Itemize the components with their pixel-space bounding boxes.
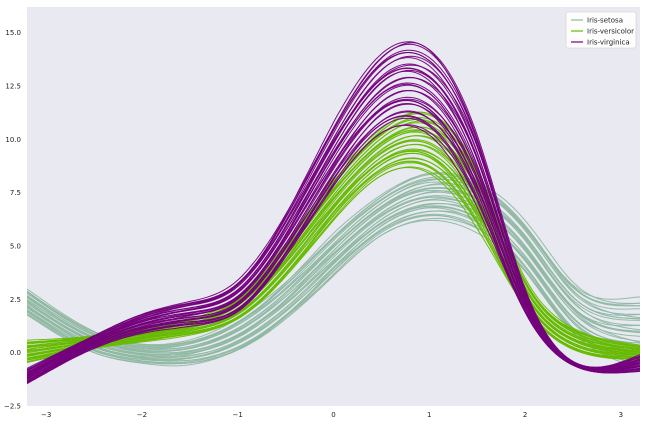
ticks-layer: −3 −2 −1 0 1 2 3 −2.5 0.0 2.5 5.0 7.5 10.0 12.5 15.0 [4,29,623,419]
series-iris-virginica [27,41,640,385]
legend-label: Iris-versicolor [587,28,634,36]
y-tick-label: 10.0 [5,136,21,144]
curve-line [27,42,640,371]
x-tick-label: 2 [523,411,527,419]
y-tick-label: 2.5 [10,296,21,304]
x-tick-label: −3 [41,411,51,419]
curve-line [27,190,640,353]
x-tick-label: 0 [331,411,335,419]
y-tick-label: 12.5 [5,82,21,90]
curve-line [27,198,640,356]
y-tick-label: 0.0 [10,349,21,357]
series-iris-setosa [27,172,640,368]
x-tick-label: 3 [619,411,623,419]
legend-label: Iris-setosa [587,17,623,25]
legend-label: Iris-virginica [587,39,630,47]
y-tick-label: 5.0 [10,242,21,250]
legend-box [565,11,637,49]
curve-line [27,210,640,361]
curves-layer [27,41,640,385]
y-tick-label: 15.0 [5,29,21,37]
y-tick-label: 7.5 [10,189,21,197]
x-tick-label: −1 [233,411,243,419]
y-tick-label: −2.5 [4,403,21,411]
x-tick-label: −2 [137,411,147,419]
x-tick-label: 1 [427,411,431,419]
legend: Iris-setosa Iris-versicolor Iris-virginica [565,11,637,49]
